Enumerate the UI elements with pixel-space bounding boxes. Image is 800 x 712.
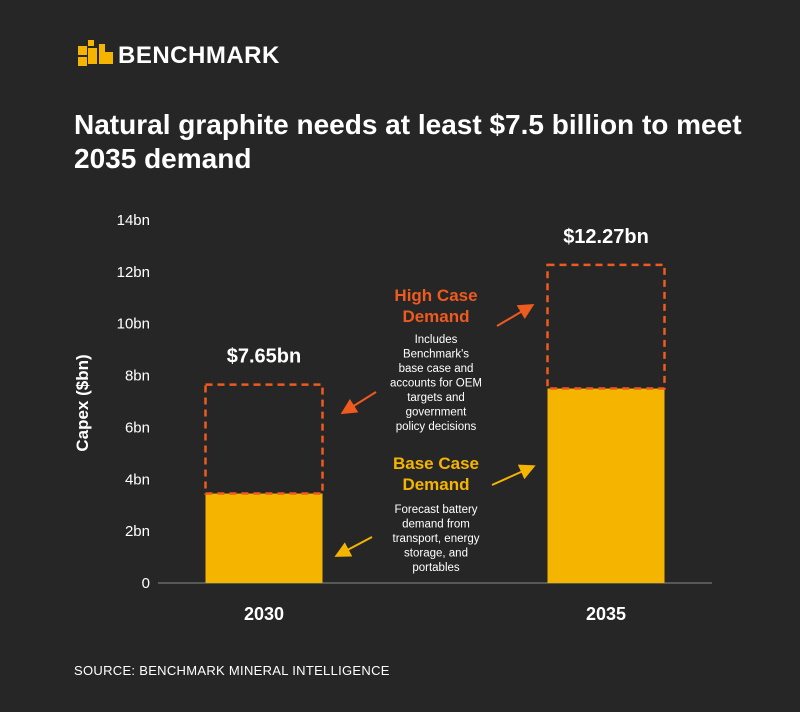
base-case-annotation-title: Demand	[402, 475, 469, 494]
high-case-annotation-text: government	[406, 407, 468, 419]
y-tick-label: 12bn	[117, 264, 150, 281]
bar-high-case	[546, 263, 666, 390]
base-case-annotation-text: demand from	[402, 519, 470, 531]
brand-name: BENCHMARK	[118, 42, 280, 69]
x-tick-label: 2030	[244, 604, 284, 624]
high-case-annotation-text: base case and	[399, 363, 474, 375]
high-case-annotation-text: targets and	[407, 392, 465, 404]
y-tick-label: 6bn	[125, 419, 150, 436]
brand-logo: BENCHMARK	[74, 38, 280, 74]
bar-high-case	[204, 383, 324, 495]
y-tick-label: 8bn	[125, 368, 150, 385]
y-axis-label: Capex ($bn)	[73, 354, 92, 451]
high-case-annotation-title: High Case	[394, 286, 477, 305]
y-tick-label: 2bn	[125, 523, 150, 540]
bar-total-label: $12.27bn	[563, 226, 649, 248]
base-case-annotation-text: portables	[412, 562, 460, 574]
base-case-annotation-text: Forecast battery	[394, 504, 477, 516]
base-arrow-right	[491, 464, 536, 486]
high-case-annotation-title: Demand	[402, 307, 469, 326]
base-case-annotation-text: storage, and	[404, 548, 468, 560]
benchmark-logo-icon	[78, 40, 113, 66]
y-tick-label: 4bn	[125, 471, 150, 488]
bar-total-label: $7.65bn	[227, 346, 301, 368]
high-case-annotation-text: Includes	[415, 334, 458, 346]
high-arrow-left	[340, 391, 377, 415]
base-case-annotation-text: transport, energy	[393, 533, 480, 545]
high-case-annotation-text: accounts for OEM	[390, 378, 482, 390]
high-case-annotation-text: Benchmark's	[403, 349, 469, 361]
base-arrow-left	[334, 536, 373, 557]
high-case-annotation-text: policy decisions	[396, 421, 477, 433]
y-tick-label: 14bn	[117, 212, 150, 229]
chart-title: Natural graphite needs at least $7.5 bil…	[74, 109, 742, 174]
bar-base-case	[547, 388, 665, 583]
y-tick-label: 10bn	[117, 316, 150, 333]
x-tick-label: 2035	[586, 604, 626, 624]
bar-base-case	[205, 493, 323, 583]
base-case-annotation-title: Base Case	[393, 454, 479, 473]
source-note: SOURCE: BENCHMARK MINERAL INTELLIGENCE	[74, 663, 390, 678]
high-arrow-right	[496, 303, 535, 327]
y-tick-label: 0	[142, 575, 150, 592]
